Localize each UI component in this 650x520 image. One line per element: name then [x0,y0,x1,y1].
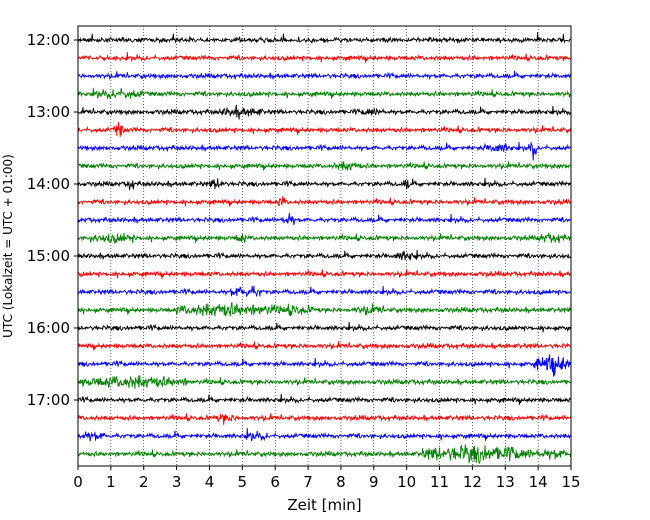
seismogram-trace [77,321,572,333]
x-tick-label: 0 [73,473,83,491]
grid-lines [110,26,539,466]
seismogram-trace [77,141,572,161]
seismogram-trace [77,161,572,171]
plot-frame [77,25,572,467]
seismogram-trace [77,427,572,442]
x-axis-label: Zeit [min] [287,496,361,514]
x-tick-label: 10 [397,473,416,491]
y-axis-label: UTC (Lokalzeit = UTC + 01:00) [1,154,15,338]
seismogram-trace [77,413,572,425]
seismogram-trace [77,341,572,351]
seismogram-trace [77,87,572,99]
x-tick-label: 6 [270,473,280,491]
x-tick-label: 8 [336,473,346,491]
x-tick-label: 1 [106,473,116,491]
y-tick-label: 15:00 [27,247,70,265]
y-axis-ticks: 12:00 13:00 14:00 15:00 16:00 17:00 [27,31,78,409]
seismogram-trace [77,196,572,207]
x-tick-label: 14 [529,473,548,491]
seismogram-trace [77,177,572,191]
x-tick-label: 5 [238,473,248,491]
x-tick-label: 3 [172,473,182,491]
x-axis-ticks: 0 1 2 3 4 5 6 7 8 9 10 11 12 13 14 15 [73,466,581,491]
seismogram-trace [77,32,572,45]
seismogram-trace [77,122,572,137]
seismogram-trace [77,104,572,120]
seismogram-trace [77,212,572,226]
x-tick-label: 12 [463,473,482,491]
seismogram-trace [77,354,572,377]
y-tick-label: 16:00 [27,319,70,337]
y-tick-label: 17:00 [27,391,70,409]
seismogram-trace [77,301,572,318]
x-tick-label: 9 [369,473,379,491]
seismogram-trace [77,249,572,261]
y-tick-label: 12:00 [27,31,70,49]
y-tick-label: 13:00 [27,103,70,121]
seismogram-trace [77,70,572,81]
x-tick-label: 2 [139,473,149,491]
x-tick-label: 15 [561,473,580,491]
trace-group [77,32,572,464]
seismogram-trace [77,375,572,389]
seismogram-trace [77,444,572,464]
y-tick-label: 14:00 [27,175,70,193]
seismogram-trace [77,269,572,279]
seismogram-trace [77,285,572,298]
x-tick-label: 7 [303,473,313,491]
seismogram-trace [77,393,572,405]
x-tick-label: 13 [496,473,515,491]
seismogram-trace [77,231,572,244]
x-tick-label: 11 [430,473,449,491]
seismogram-trace [77,51,572,63]
x-tick-label: 4 [205,473,215,491]
